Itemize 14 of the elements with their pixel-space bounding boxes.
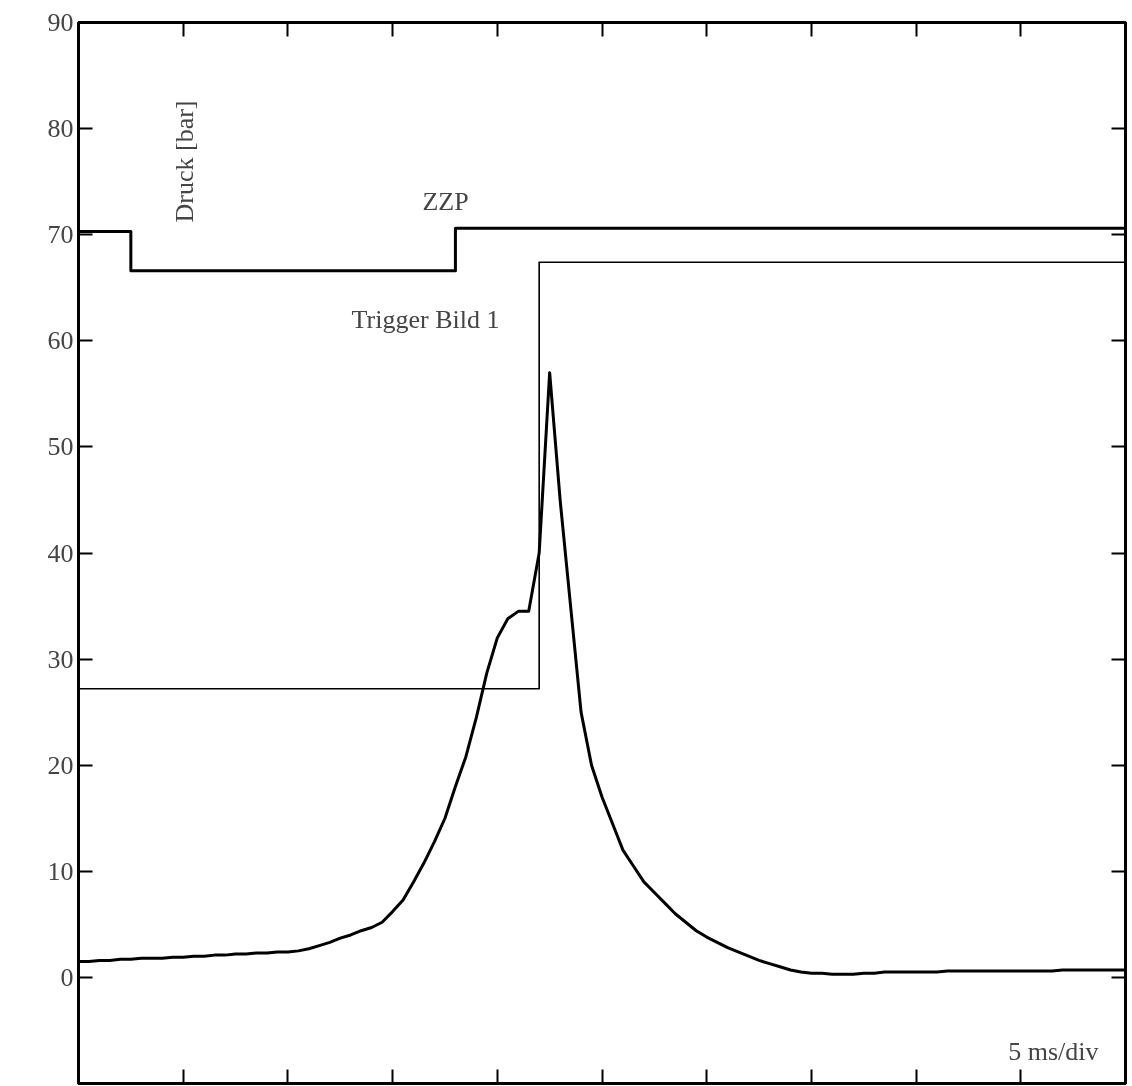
y-tick-label: 40 [47,538,74,568]
y-tick-label: 20 [47,750,74,780]
y-tick-label: 90 [47,8,74,37]
annotation: 5 ms/div [1008,1036,1099,1066]
annotation: Trigger Bild 1 [351,304,500,334]
y-tick-label: 80 [47,114,74,144]
y-tick-label: 70 [47,220,74,250]
y-tick-label: 10 [47,856,74,886]
annotation: ZZP [422,186,469,216]
y-tick-label: 60 [47,326,74,356]
y-tick-label: 0 [60,962,74,992]
y-tick-label: 50 [47,432,74,462]
y-axis-title: Druck [bar] [169,100,199,223]
y-tick-label: 30 [47,644,74,674]
